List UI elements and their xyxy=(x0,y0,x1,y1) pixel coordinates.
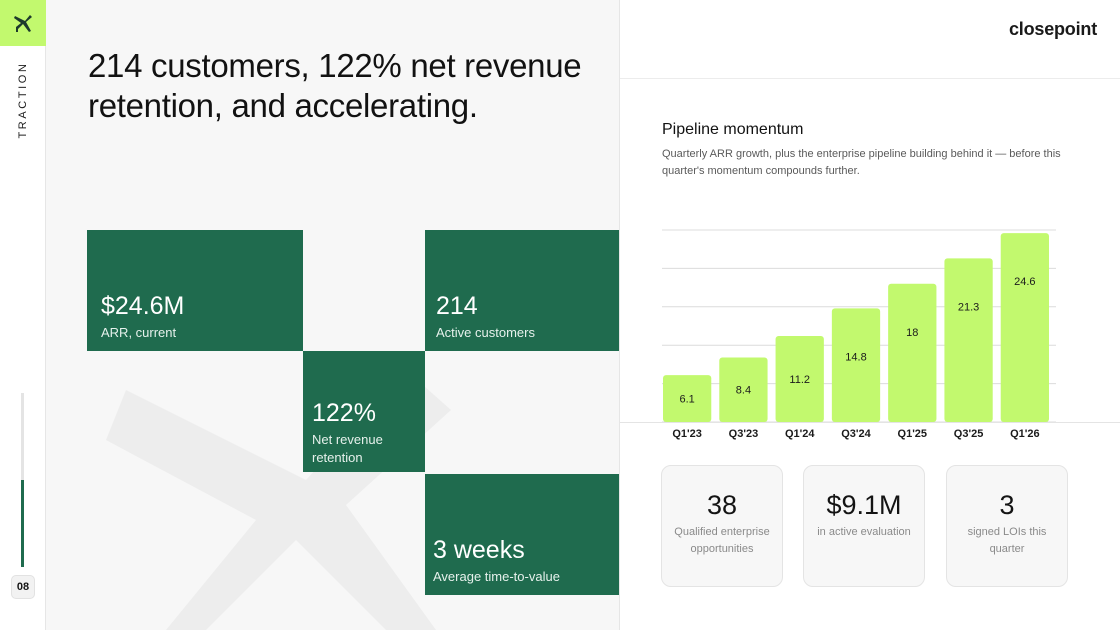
bar-value-label: 18 xyxy=(906,327,918,339)
stat-card-opportunities: 38 Qualified enterprise opportunities xyxy=(661,465,783,587)
metric-label: Net revenue retention xyxy=(312,432,383,465)
plane-icon xyxy=(14,15,32,32)
metric-value: 122% xyxy=(312,399,376,427)
bar-value-label: 8.4 xyxy=(736,385,751,397)
bar[interactable] xyxy=(1000,233,1049,422)
bar[interactable] xyxy=(719,357,768,422)
bar-value-label: 21.3 xyxy=(958,301,979,313)
chart-subtitle: Quarterly ARR growth, plus the enterpris… xyxy=(662,148,1061,177)
bar-value-label: 11.2 xyxy=(789,374,810,386)
x-tick-label: Q3'24 xyxy=(841,428,871,440)
metric-tile-time-to-value: 3 weeks Average time-to-value xyxy=(425,474,619,595)
bar[interactable] xyxy=(775,335,824,422)
chart-title: Pipeline momentum xyxy=(662,121,804,138)
brand-logo: closepoint xyxy=(1008,19,1097,39)
slide-progress-fill xyxy=(21,480,24,567)
bar[interactable] xyxy=(663,375,712,422)
bar[interactable] xyxy=(944,258,993,422)
chart-panel: closepoint Pipeline momentum Quarterly A… xyxy=(620,0,1120,630)
metric-value: 214 xyxy=(436,292,478,320)
x-tick-label: Q1'24 xyxy=(785,428,815,440)
stat-card-lois: 3 signed LOIs this quarter xyxy=(946,465,1068,587)
stat-label: in active evaluation xyxy=(817,526,911,538)
bar-value-label: 14.8 xyxy=(845,351,866,363)
x-tick-label: Q3'25 xyxy=(954,428,984,440)
x-tick-label: Q1'23 xyxy=(672,428,702,440)
stat-label: Qualified enterprise opportunities xyxy=(674,526,770,555)
bar-value-label: 6.1 xyxy=(679,394,694,406)
stat-label: signed LOIs this quarter xyxy=(967,526,1047,555)
logo-plane-icon[interactable] xyxy=(0,0,46,46)
metric-value: $24.6M xyxy=(101,292,185,320)
metric-label: ARR, current xyxy=(101,325,177,340)
bar-value-label: 24.6 xyxy=(1014,276,1035,288)
metric-tile-arr: $24.6M ARR, current xyxy=(87,230,303,351)
metric-label: Average time-to-value xyxy=(433,569,560,584)
pipeline-bar-chart: 6.1 Q1'23 8.4 Q3'23 11.2 Q1'24 14.8 Q3'24 18 Q1'2… xyxy=(620,229,1120,440)
bar[interactable] xyxy=(831,308,881,422)
header-divider xyxy=(620,78,1120,79)
page-number: 08 xyxy=(11,575,35,599)
stat-card-evaluation: $9.1M in active evaluation xyxy=(803,465,925,587)
metrics-panel: 214 customers, 122% net revenue retentio… xyxy=(46,0,620,630)
left-rail: TRACTION 08 xyxy=(0,0,46,630)
metric-label: Active customers xyxy=(436,325,535,340)
x-tick-label: Q1'26 xyxy=(1010,428,1040,440)
metric-tile-customers: 214 Active customers xyxy=(425,230,619,351)
stat-value: 3 xyxy=(999,490,1015,520)
metric-tile-nrr: 122% Net revenue retention xyxy=(303,351,425,472)
stat-value: 38 xyxy=(706,490,738,520)
x-tick-label: Q1'25 xyxy=(898,428,928,440)
section-label: TRACTION xyxy=(17,61,29,139)
metric-value: 3 weeks xyxy=(433,536,525,564)
x-tick-label: Q3'23 xyxy=(729,428,759,440)
page-title: 214 customers, 122% net revenue retentio… xyxy=(88,47,582,124)
bar[interactable] xyxy=(888,283,937,422)
slide-progress-track xyxy=(21,393,24,567)
stat-value: $9.1M xyxy=(826,490,902,520)
